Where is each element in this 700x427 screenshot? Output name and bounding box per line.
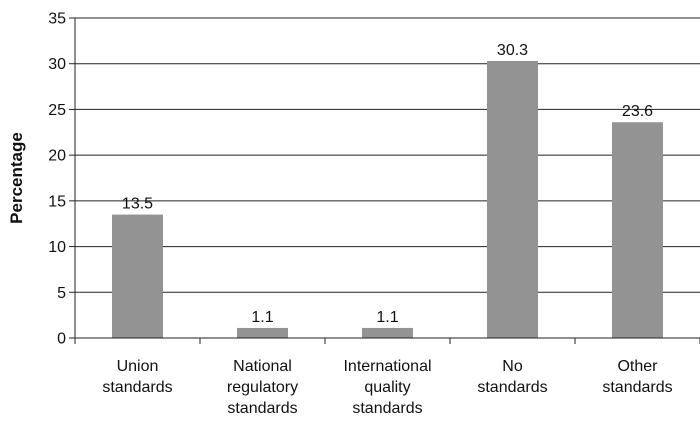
- bar: [487, 60, 538, 338]
- y-ticks: 0 5 10 15 20 25 30 35: [48, 11, 75, 348]
- category-label-line: regulatory: [227, 379, 298, 396]
- data-label: 30.3: [497, 42, 528, 59]
- bar: [612, 122, 663, 338]
- bar: [362, 327, 413, 338]
- category-label-line: No: [502, 358, 523, 375]
- category-label-line: Union: [117, 358, 159, 375]
- category-label-line: standards: [227, 400, 297, 417]
- bar: [112, 214, 163, 338]
- category-label-line: standards: [602, 379, 672, 396]
- category-label: Union standards: [102, 358, 172, 396]
- y-tick-label: 0: [57, 331, 66, 348]
- bars: [112, 60, 663, 338]
- category-label-line: standards: [102, 379, 172, 396]
- y-tick-label: 20: [48, 148, 66, 165]
- y-tick-label: 35: [48, 11, 66, 28]
- category-label: National regulatory standards: [227, 358, 298, 417]
- axes: [74, 18, 700, 339]
- data-label: 1.1: [251, 309, 273, 326]
- x-ticks: Union standards National regulatory standard…: [74, 338, 700, 417]
- data-label: 13.5: [122, 196, 153, 213]
- y-tick-label: 15: [48, 193, 66, 210]
- y-tick-label: 10: [48, 239, 66, 256]
- y-tick-label: 5: [57, 285, 66, 302]
- category-label-line: National: [233, 358, 292, 375]
- category-label-line: quality: [364, 379, 410, 396]
- y-tick-label: 25: [48, 102, 66, 119]
- category-label: Other standards: [602, 358, 672, 396]
- data-label: 23.6: [622, 103, 653, 120]
- category-label: International quality standards: [343, 358, 431, 417]
- gridlines: [75, 17, 700, 293]
- data-labels: 13.5 1.1 1.1 30.3 23.6: [122, 42, 653, 326]
- bar: [237, 327, 288, 338]
- category-label: No standards: [477, 358, 547, 396]
- category-label-line: standards: [352, 400, 422, 417]
- category-label-line: Other: [617, 358, 658, 375]
- data-label: 1.1: [376, 309, 398, 326]
- y-axis-title: Percentage: [7, 132, 26, 224]
- y-tick-label: 30: [48, 56, 66, 73]
- category-label-line: standards: [477, 379, 547, 396]
- category-label-line: International: [343, 358, 431, 375]
